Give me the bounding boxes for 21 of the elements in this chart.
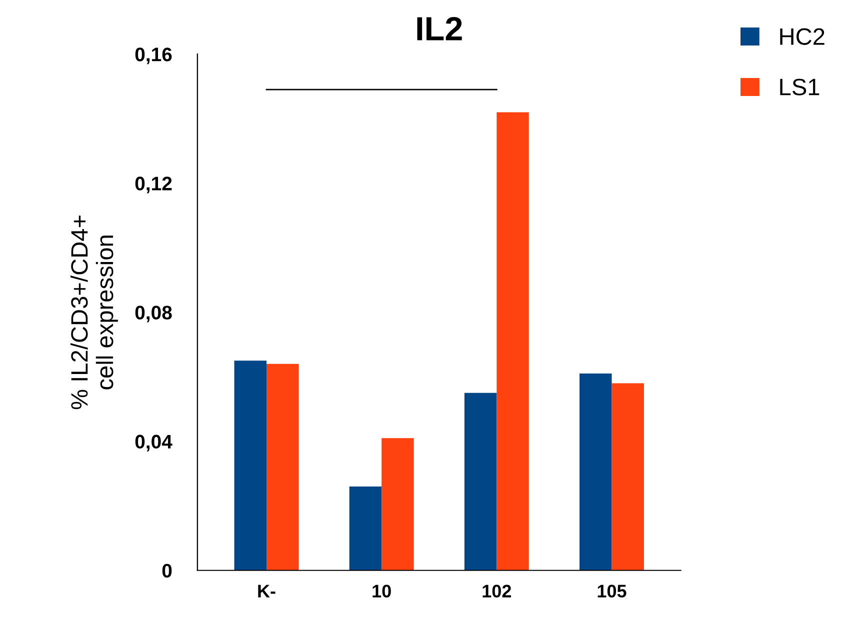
y-tick-label: 0,04 — [135, 434, 172, 452]
chart-title: IL2 — [417, 16, 462, 40]
y-tick-label: 0,16 — [135, 48, 172, 64]
legend-label: HC2 — [780, 28, 824, 45]
bar — [266, 364, 299, 570]
x-tick-label: K- — [258, 584, 276, 598]
legend-label: LS1 — [780, 78, 820, 96]
y-axis-title: % IL2/CD3+/CD4+ cell expression — [70, 216, 118, 410]
y-tick-label: 0 — [162, 564, 172, 578]
bar — [234, 360, 266, 570]
y-tick-label: 0,08 — [135, 306, 172, 322]
x-tick-label: 10 — [372, 584, 391, 598]
bar — [496, 112, 529, 570]
bar — [464, 392, 497, 570]
bar — [349, 486, 382, 570]
x-tick-label: 105 — [598, 584, 626, 598]
y-tick-label: 0,12 — [135, 176, 172, 194]
bar — [382, 438, 414, 570]
x-tick-label: 102 — [482, 584, 511, 598]
bar — [612, 383, 644, 570]
bar — [580, 374, 612, 570]
